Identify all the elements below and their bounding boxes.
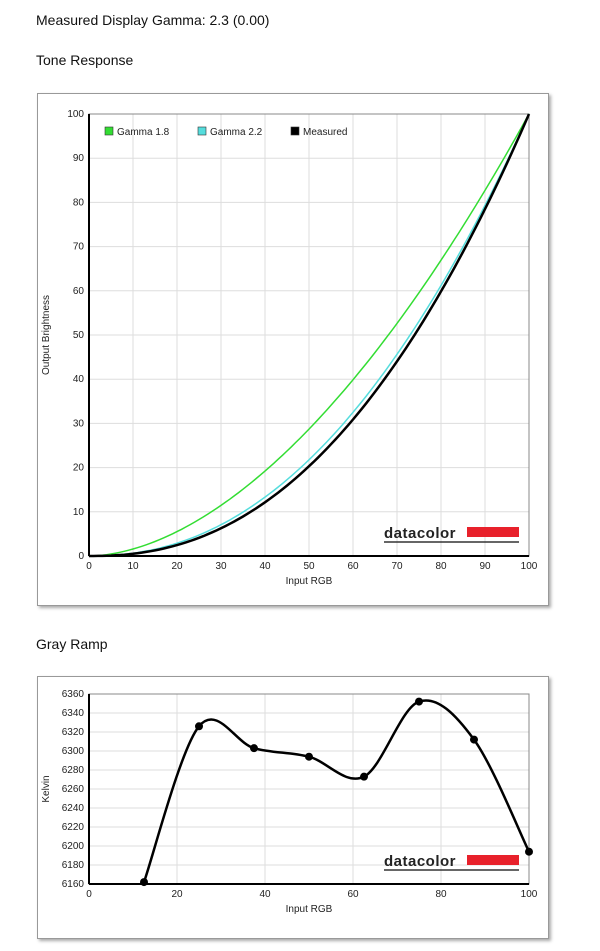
datacolor-logo-bar bbox=[467, 527, 519, 537]
y-tick-label: 6360 bbox=[62, 689, 85, 700]
legend-swatch bbox=[104, 126, 114, 136]
data-point bbox=[250, 744, 258, 753]
series-line-gamma-1-8 bbox=[88, 113, 530, 557]
y-tick-label: 10 bbox=[73, 507, 85, 518]
data-point bbox=[415, 697, 423, 706]
legend-swatch bbox=[290, 126, 300, 136]
x-tick-label: 30 bbox=[215, 561, 227, 572]
y-tick-label: 60 bbox=[73, 286, 85, 297]
data-point bbox=[195, 722, 203, 731]
datacolor-logo-bar bbox=[467, 855, 519, 865]
y-axis-label: Kelvin bbox=[41, 775, 52, 802]
x-tick-label: 0 bbox=[86, 889, 92, 900]
y-tick-label: 30 bbox=[73, 418, 85, 429]
legend-label: Gamma 1.8 bbox=[117, 127, 170, 138]
gray-ramp-chart: 0 20 40 60 80 100 6160 6180 6200 6220 6240 6260 6280… bbox=[37, 676, 549, 939]
x-tick-label: 10 bbox=[127, 561, 139, 572]
tone-response-heading: Tone Response bbox=[36, 52, 134, 68]
x-tick-label: 20 bbox=[171, 889, 183, 900]
y-tick-label: 20 bbox=[73, 463, 85, 474]
y-tick-label: 6200 bbox=[62, 841, 85, 852]
x-tick-label: 0 bbox=[86, 561, 92, 572]
x-tick-label: 100 bbox=[521, 561, 538, 572]
x-tick-label: 60 bbox=[347, 561, 359, 572]
legend-label: Gamma 2.2 bbox=[210, 127, 263, 138]
y-tick-label: 6260 bbox=[62, 784, 85, 795]
y-tick-label: 70 bbox=[73, 242, 85, 253]
x-tick-label: 40 bbox=[259, 561, 271, 572]
datacolor-logo: datacolor bbox=[384, 525, 456, 542]
y-tick-label: 6240 bbox=[62, 803, 85, 814]
y-tick-label: 6220 bbox=[62, 822, 85, 833]
y-tick-label: 6280 bbox=[62, 765, 85, 776]
y-tick-label: 90 bbox=[73, 153, 85, 164]
x-tick-label: 40 bbox=[259, 889, 271, 900]
y-tick-label: 6300 bbox=[62, 746, 85, 757]
y-tick-label: 6160 bbox=[62, 879, 85, 890]
x-tick-label: 70 bbox=[391, 561, 403, 572]
x-tick-label: 50 bbox=[303, 561, 315, 572]
data-point bbox=[305, 752, 313, 761]
page-title: Measured Display Gamma: 2.3 (0.00) bbox=[36, 12, 270, 28]
y-tick-label: 40 bbox=[73, 374, 85, 385]
x-tick-label: 100 bbox=[521, 889, 538, 900]
x-tick-label: 60 bbox=[347, 889, 359, 900]
series-line-gamma-2-2 bbox=[89, 113, 530, 557]
x-tick-label: 80 bbox=[435, 889, 447, 900]
y-tick-label: 6320 bbox=[62, 727, 85, 738]
gray-ramp-heading: Gray Ramp bbox=[36, 636, 108, 652]
x-tick-label: 20 bbox=[171, 561, 183, 572]
x-tick-label: 90 bbox=[479, 561, 491, 572]
datacolor-logo: datacolor bbox=[384, 853, 456, 870]
x-axis-label: Input RGB bbox=[286, 904, 333, 915]
data-point bbox=[525, 847, 533, 856]
y-tick-label: 50 bbox=[73, 330, 85, 341]
y-tick-label: 0 bbox=[78, 551, 84, 562]
x-tick-label: 80 bbox=[435, 561, 447, 572]
series-line-measured bbox=[89, 113, 531, 558]
y-tick-label: 100 bbox=[67, 109, 84, 120]
tone-response-chart: 0 10 20 30 40 50 60 70 80 90 100 0 10 20 30 40 50 60 70 80 9… bbox=[37, 93, 549, 606]
y-axis-label: Output Brightness bbox=[41, 295, 52, 375]
data-point bbox=[360, 772, 368, 781]
y-tick-label: 6180 bbox=[62, 860, 85, 871]
legend-label: Measured bbox=[303, 127, 347, 138]
y-tick-label: 80 bbox=[73, 197, 85, 208]
x-axis-label: Input RGB bbox=[286, 576, 333, 587]
legend-swatch bbox=[197, 126, 207, 136]
data-point bbox=[470, 735, 478, 744]
data-point bbox=[140, 878, 148, 887]
y-tick-label: 6340 bbox=[62, 708, 85, 719]
